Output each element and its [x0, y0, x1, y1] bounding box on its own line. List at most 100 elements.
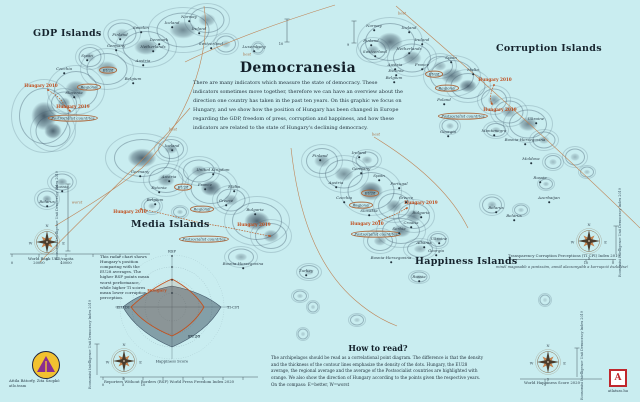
aggregate-label: EU28: [99, 66, 117, 74]
country-point: [254, 213, 256, 215]
hungary-routes: [47, 84, 495, 237]
country-label: Bulgaria: [412, 210, 430, 215]
compass-letter: E: [604, 240, 607, 244]
compass-letter: S: [46, 258, 49, 262]
credit-team: atlo.team: [9, 384, 27, 388]
country-label: Finland: [312, 153, 328, 158]
country-label: Malta: [228, 184, 240, 189]
country-label: Czechia: [335, 195, 353, 200]
country-point: [393, 81, 395, 83]
intro-text: There are many indicators which measure …: [193, 80, 403, 132]
country-label: Slovenia: [65, 90, 83, 95]
country-point: [398, 232, 400, 234]
country-label: Bosnia-Herzegovina: [504, 137, 546, 142]
island-contour-ring: [171, 205, 189, 219]
country-label: Russia: [55, 184, 69, 189]
country-point: [418, 280, 420, 282]
island-contour-ring: [512, 203, 530, 217]
country-label: France: [414, 62, 430, 67]
country-label: Ukraine: [527, 116, 545, 121]
archipelago-title-media: Media Islands: [131, 219, 210, 230]
axis-tick-label: 5: [121, 383, 125, 387]
country-label: Germany: [351, 166, 371, 171]
hungary-year-label: Hungary 2019: [56, 103, 90, 109]
island-contour-ring: [75, 44, 105, 70]
country-label: Spain: [373, 173, 385, 178]
country-label: Luxemburg: [242, 44, 266, 49]
country-label: Ukraine: [430, 236, 448, 241]
country-label: Finland: [112, 32, 128, 37]
island-contour-ring: [213, 33, 239, 55]
island-contour-ring: [352, 149, 382, 171]
country-label: Croatia: [403, 220, 419, 225]
island-contour-ring: [291, 289, 309, 303]
hungary-route-gdp: [47, 89, 71, 112]
country-label: Ireland: [191, 26, 207, 31]
corruption-y-axis-label: Economist Intelligence Unit Democracy In…: [618, 188, 622, 277]
island-contour-ring: [403, 238, 437, 260]
country-label: France: [197, 182, 213, 187]
country-point: [423, 246, 425, 248]
how-to-read-body: The archipelagos should be read as a cor…: [271, 355, 484, 387]
country-label: Austria: [161, 174, 177, 179]
island-contour-ring: [154, 136, 188, 162]
country-label: Ireland: [414, 37, 430, 42]
hungary-year-label: Hungary 2010: [24, 82, 58, 88]
compass-rose-icon: N E S W: [29, 224, 66, 261]
country-label: Slovakia: [360, 208, 378, 213]
country-label: Bosnia-Herzegovina: [370, 255, 412, 260]
country-label: Finland: [363, 38, 379, 43]
country-label: Turkey: [298, 268, 314, 273]
country-point: [115, 49, 117, 51]
country-point: [394, 68, 396, 70]
country-label: Spain: [81, 53, 93, 58]
country-label: Belgium: [385, 75, 403, 80]
compass-letter: W: [571, 240, 575, 244]
country-label: Belgium: [146, 197, 164, 202]
country-point: [374, 55, 376, 57]
country-label: Norway: [181, 14, 197, 19]
country-label: United Kingdom: [196, 167, 230, 172]
direction-arc: [395, 5, 640, 229]
island-contour-ring: [423, 53, 457, 79]
compass-letter: N: [122, 343, 125, 347]
scale-rulers: [10, 18, 619, 382]
country-point: [210, 47, 212, 49]
country-point: [225, 204, 227, 206]
aggregate-label: Regional: [349, 201, 373, 209]
country-label: Sweden: [132, 25, 150, 30]
axis-tick-label: 20000: [33, 260, 45, 265]
country-point: [530, 162, 532, 164]
country-point: [168, 180, 170, 182]
country-point: [358, 156, 360, 158]
aggregate-label: Regional: [190, 205, 214, 213]
atlo-logo: [32, 351, 60, 379]
country-label: Switzerland: [362, 49, 388, 54]
country-label: Ireland: [351, 150, 367, 155]
country-point: [319, 159, 321, 161]
country-label: Albania: [416, 240, 432, 245]
compass-letter: N: [587, 223, 590, 227]
country-label: Belgium: [124, 76, 142, 81]
direction-arc: [290, 147, 398, 327]
country-label: Bosnia-Herzegovina: [222, 261, 264, 266]
country-point: [370, 44, 372, 46]
hungary-year-label: Hungary 2019: [483, 106, 517, 112]
hungary-year-label: Hungary 2010: [113, 208, 147, 214]
aggregate-label: Regional: [77, 83, 101, 91]
country-point: [132, 82, 134, 84]
radar-explainer: This radar chart shows Hungary's positio…: [100, 254, 150, 300]
country-point: [212, 173, 214, 175]
country-label: Spain: [445, 55, 457, 60]
scale-ruler-label: 10: [278, 42, 284, 46]
country-point: [408, 52, 410, 54]
radar-series-hungary: [130, 278, 205, 337]
island-contour-ring: [184, 3, 230, 37]
compass-rose-icon: N E S W: [571, 223, 608, 260]
country-point: [421, 43, 423, 45]
country-label: Austria: [328, 180, 344, 185]
country-label: Iceland: [164, 20, 180, 25]
compass-letter: N: [546, 344, 549, 348]
compass-rose-icon: N E S W: [106, 343, 143, 380]
country-label: Iceland: [164, 143, 180, 148]
